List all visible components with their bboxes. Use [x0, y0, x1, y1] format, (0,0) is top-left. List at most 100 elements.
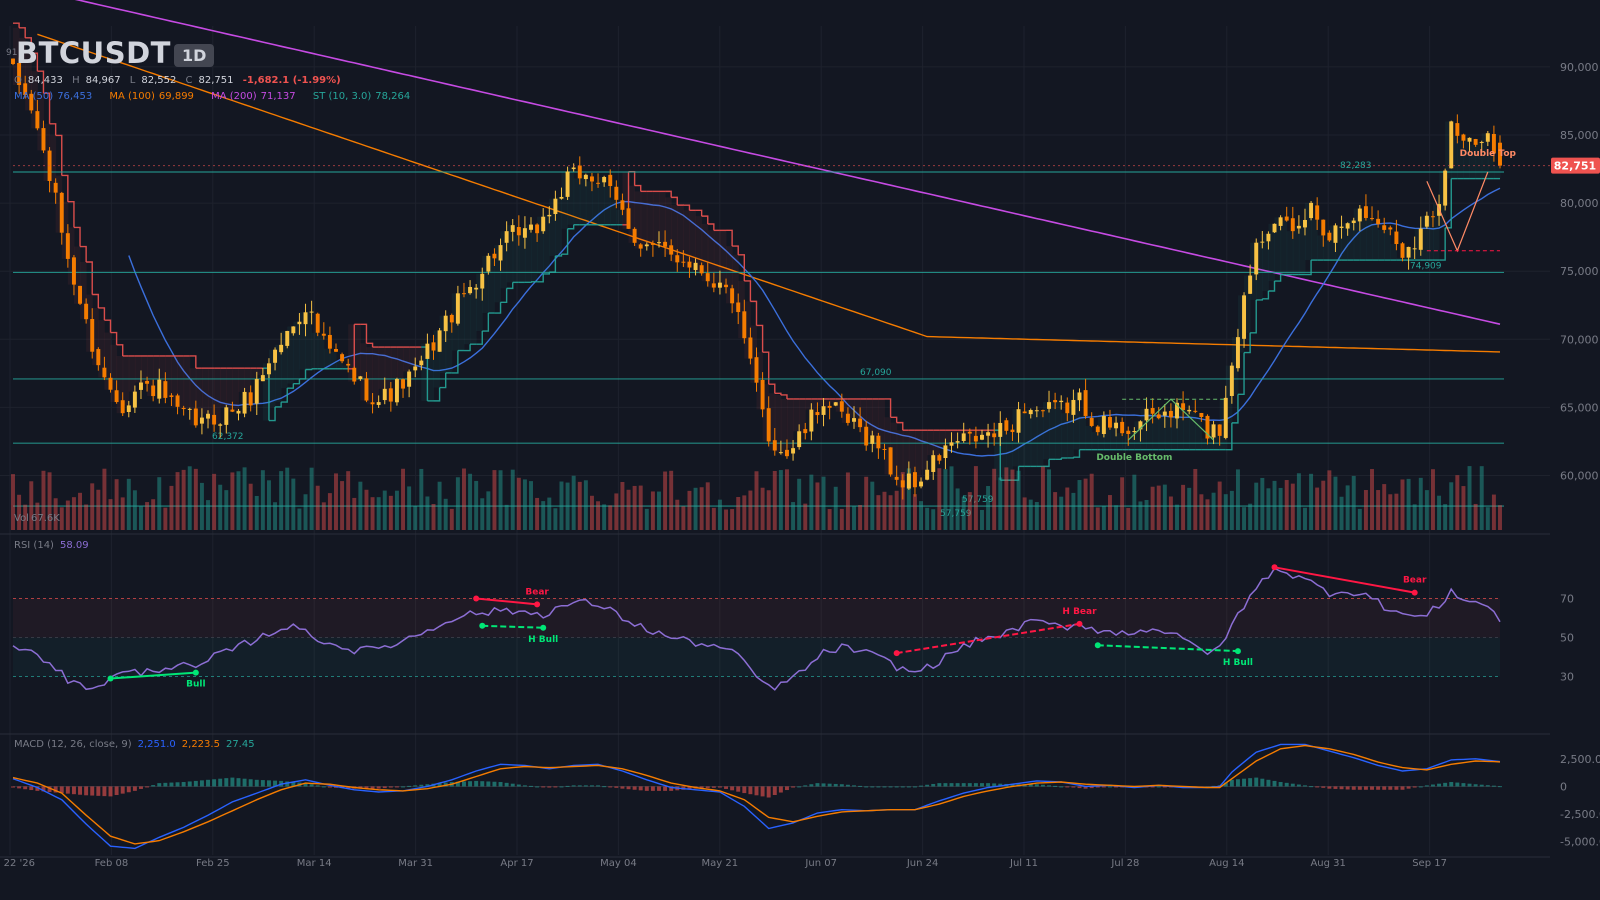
symbol-title[interactable]: BTCUSDT: [16, 36, 171, 70]
supertrend-segment: [67, 200, 75, 228]
supertrend-fill: [1122, 433, 1129, 450]
macd-histogram-bar: [535, 786, 540, 788]
supertrend-fill: [1329, 225, 1336, 261]
ma50-label[interactable]: MA (50): [14, 91, 54, 102]
supertrend-fill: [390, 347, 398, 380]
supertrend-fill: [232, 368, 239, 411]
candle-body: [980, 434, 984, 440]
macd-histogram-bar: [772, 786, 777, 796]
supertrend-fill: [494, 245, 502, 303]
ma200-label[interactable]: MA (200): [211, 91, 257, 102]
supertrend-fill: [1195, 416, 1202, 450]
supertrend-fill: [275, 344, 282, 403]
supertrend-fill: [1158, 411, 1166, 450]
supertrend-fill: [396, 347, 404, 389]
candle-body: [827, 405, 832, 408]
supertrend-segment: [671, 196, 678, 206]
rsi-divergence-point: [893, 650, 900, 657]
candle-body: [1443, 170, 1448, 206]
macd-label[interactable]: MACD (12, 26, close, 9): [14, 739, 132, 750]
supertrend-fill: [25, 53, 32, 111]
candle-body: [437, 330, 442, 352]
candle-body: [242, 391, 247, 414]
macd-histogram-bar: [65, 786, 70, 794]
supertrend-fill: [415, 347, 422, 361]
macd-histogram-bar: [529, 785, 533, 787]
macd-histogram-bar: [480, 781, 485, 787]
supertrend-fill: [634, 191, 642, 249]
candle-body: [870, 435, 875, 444]
macd-histogram-bar: [1327, 786, 1332, 789]
supertrend-fill: [738, 280, 745, 339]
supertrend-fill: [403, 347, 410, 372]
volume-bar: [1235, 469, 1240, 530]
volume-bar: [1443, 504, 1448, 530]
volume-bar: [858, 505, 863, 530]
supertrend-fill: [1469, 144, 1477, 179]
volume-bar: [541, 501, 546, 530]
volume-bar: [1315, 487, 1320, 530]
rsi-divergence-point: [1234, 648, 1241, 655]
candle-body: [1034, 410, 1039, 412]
candle-body: [1028, 409, 1033, 415]
candle-body: [1461, 134, 1466, 141]
candle-body: [108, 377, 113, 390]
ma100-label[interactable]: MA (100): [109, 91, 155, 102]
time-axis-tick: Feb 08: [95, 858, 129, 869]
volume-bar: [1028, 499, 1033, 530]
supertrend-fill: [421, 343, 428, 401]
volume-bar: [571, 475, 576, 530]
volume-bar: [1223, 494, 1228, 530]
macd-line: [12, 743, 1501, 850]
volume-label[interactable]: Vol: [14, 513, 29, 524]
macd-axis-tick: -2,500.0: [1560, 808, 1600, 821]
macd-histogram-bar: [864, 786, 869, 788]
candle-body: [1010, 429, 1015, 433]
candle-body: [1315, 205, 1320, 220]
volume-bar: [657, 491, 661, 530]
supertrend-fill: [543, 214, 550, 273]
timeframe-badge[interactable]: 1D: [174, 44, 215, 67]
volume-bar: [1132, 474, 1137, 530]
rsi-label[interactable]: RSI (14): [14, 540, 54, 551]
volume-bar: [218, 484, 223, 530]
supertrend-fill: [1170, 402, 1178, 450]
supertrend-fill: [451, 293, 459, 351]
supertrend-fill: [695, 216, 703, 274]
volume-bar: [638, 485, 643, 530]
time-axis-tick: Jan 22 '26: [0, 858, 35, 869]
candle-body: [443, 315, 448, 332]
candle-body: [1327, 232, 1332, 241]
supertrend-label[interactable]: ST (10, 3.0): [312, 91, 372, 102]
supertrend-fill: [969, 430, 977, 442]
supertrend-fill: [512, 235, 520, 283]
supertrend-fill: [19, 37, 26, 96]
supertrend-fill: [1286, 231, 1294, 275]
candle-body: [1388, 227, 1393, 230]
macd-histogram-bar: [17, 786, 22, 789]
volume-bar: [248, 483, 253, 530]
macd-histogram-bar: [157, 783, 162, 787]
histogram-value: 27.45: [225, 739, 255, 750]
supertrend-fill: [1487, 153, 1495, 179]
supertrend-fill: [762, 384, 770, 442]
macd-histogram-bar: [669, 786, 674, 791]
supertrend-fill: [988, 430, 995, 438]
candle-body: [711, 283, 716, 288]
rsi-lower-band: [13, 637, 1500, 677]
supertrend-segment: [86, 261, 93, 295]
rsi-value: 58.09: [59, 540, 89, 551]
volume-bar: [303, 494, 308, 530]
macd-histogram-bar: [102, 786, 107, 797]
supertrend-fill: [750, 325, 757, 383]
volume-bar: [1449, 482, 1454, 530]
supertrend-fill: [707, 230, 715, 288]
macd-histogram-bar: [1114, 786, 1119, 788]
supertrend-fill: [482, 255, 489, 314]
supertrend-fill: [323, 348, 331, 369]
supertrend-fill: [1152, 418, 1160, 450]
candle-body: [541, 216, 546, 232]
supertrend-fill: [360, 343, 367, 401]
